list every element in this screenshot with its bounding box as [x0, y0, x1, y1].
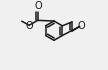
Text: O: O — [78, 21, 86, 31]
Text: O: O — [34, 1, 42, 11]
Text: O: O — [25, 21, 33, 31]
